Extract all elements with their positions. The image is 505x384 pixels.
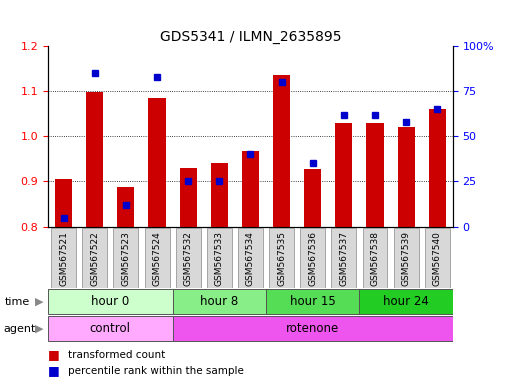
Bar — [237, 228, 263, 288]
Text: GSM567532: GSM567532 — [183, 231, 192, 286]
Text: GSM567521: GSM567521 — [59, 231, 68, 286]
Text: GSM567540: GSM567540 — [432, 231, 441, 286]
Text: hour 0: hour 0 — [91, 295, 129, 308]
Text: GSM567522: GSM567522 — [90, 231, 99, 286]
Text: GSM567533: GSM567533 — [215, 231, 223, 286]
Title: GDS5341 / ILMN_2635895: GDS5341 / ILMN_2635895 — [160, 30, 340, 44]
Bar — [241, 151, 259, 227]
Bar — [304, 169, 321, 227]
Bar — [172, 316, 452, 341]
Bar — [273, 75, 289, 227]
Text: hour 8: hour 8 — [200, 295, 238, 308]
Bar — [207, 228, 231, 288]
Text: ■: ■ — [48, 364, 60, 377]
Text: ▶: ▶ — [35, 297, 44, 307]
Bar — [55, 179, 72, 227]
Bar — [359, 289, 452, 314]
Bar — [82, 228, 107, 288]
Text: GSM567523: GSM567523 — [121, 231, 130, 286]
Text: hour 24: hour 24 — [382, 295, 428, 308]
Text: GSM567536: GSM567536 — [308, 231, 317, 286]
Text: rotenone: rotenone — [285, 322, 339, 335]
Text: ▶: ▶ — [35, 324, 44, 334]
Bar — [211, 164, 227, 227]
Bar — [428, 109, 445, 227]
Bar — [86, 92, 103, 227]
Bar — [179, 168, 196, 227]
Text: hour 15: hour 15 — [289, 295, 335, 308]
Text: GSM567539: GSM567539 — [401, 231, 410, 286]
Bar — [397, 127, 414, 227]
Text: GSM567537: GSM567537 — [339, 231, 348, 286]
Bar — [175, 228, 200, 288]
Text: agent: agent — [4, 324, 36, 334]
Bar — [113, 228, 138, 288]
Text: ■: ■ — [48, 348, 60, 361]
Bar — [266, 289, 359, 314]
Bar — [366, 123, 383, 227]
Text: control: control — [90, 322, 131, 335]
Text: GSM567524: GSM567524 — [152, 231, 161, 286]
Bar — [362, 228, 387, 288]
Bar — [269, 228, 293, 288]
Text: percentile rank within the sample: percentile rank within the sample — [68, 366, 244, 376]
Bar — [393, 228, 418, 288]
Text: GSM567535: GSM567535 — [277, 231, 285, 286]
Text: GSM567538: GSM567538 — [370, 231, 379, 286]
Bar — [48, 316, 172, 341]
Bar — [48, 289, 172, 314]
Bar — [144, 228, 169, 288]
Bar — [117, 187, 134, 227]
Text: GSM567534: GSM567534 — [245, 231, 255, 286]
Text: transformed count: transformed count — [68, 349, 165, 360]
Bar — [172, 289, 266, 314]
Bar — [331, 228, 356, 288]
Bar — [148, 98, 165, 227]
Text: time: time — [5, 297, 30, 307]
Bar — [51, 228, 76, 288]
Bar — [335, 123, 352, 227]
Bar — [424, 228, 449, 288]
Bar — [299, 228, 325, 288]
